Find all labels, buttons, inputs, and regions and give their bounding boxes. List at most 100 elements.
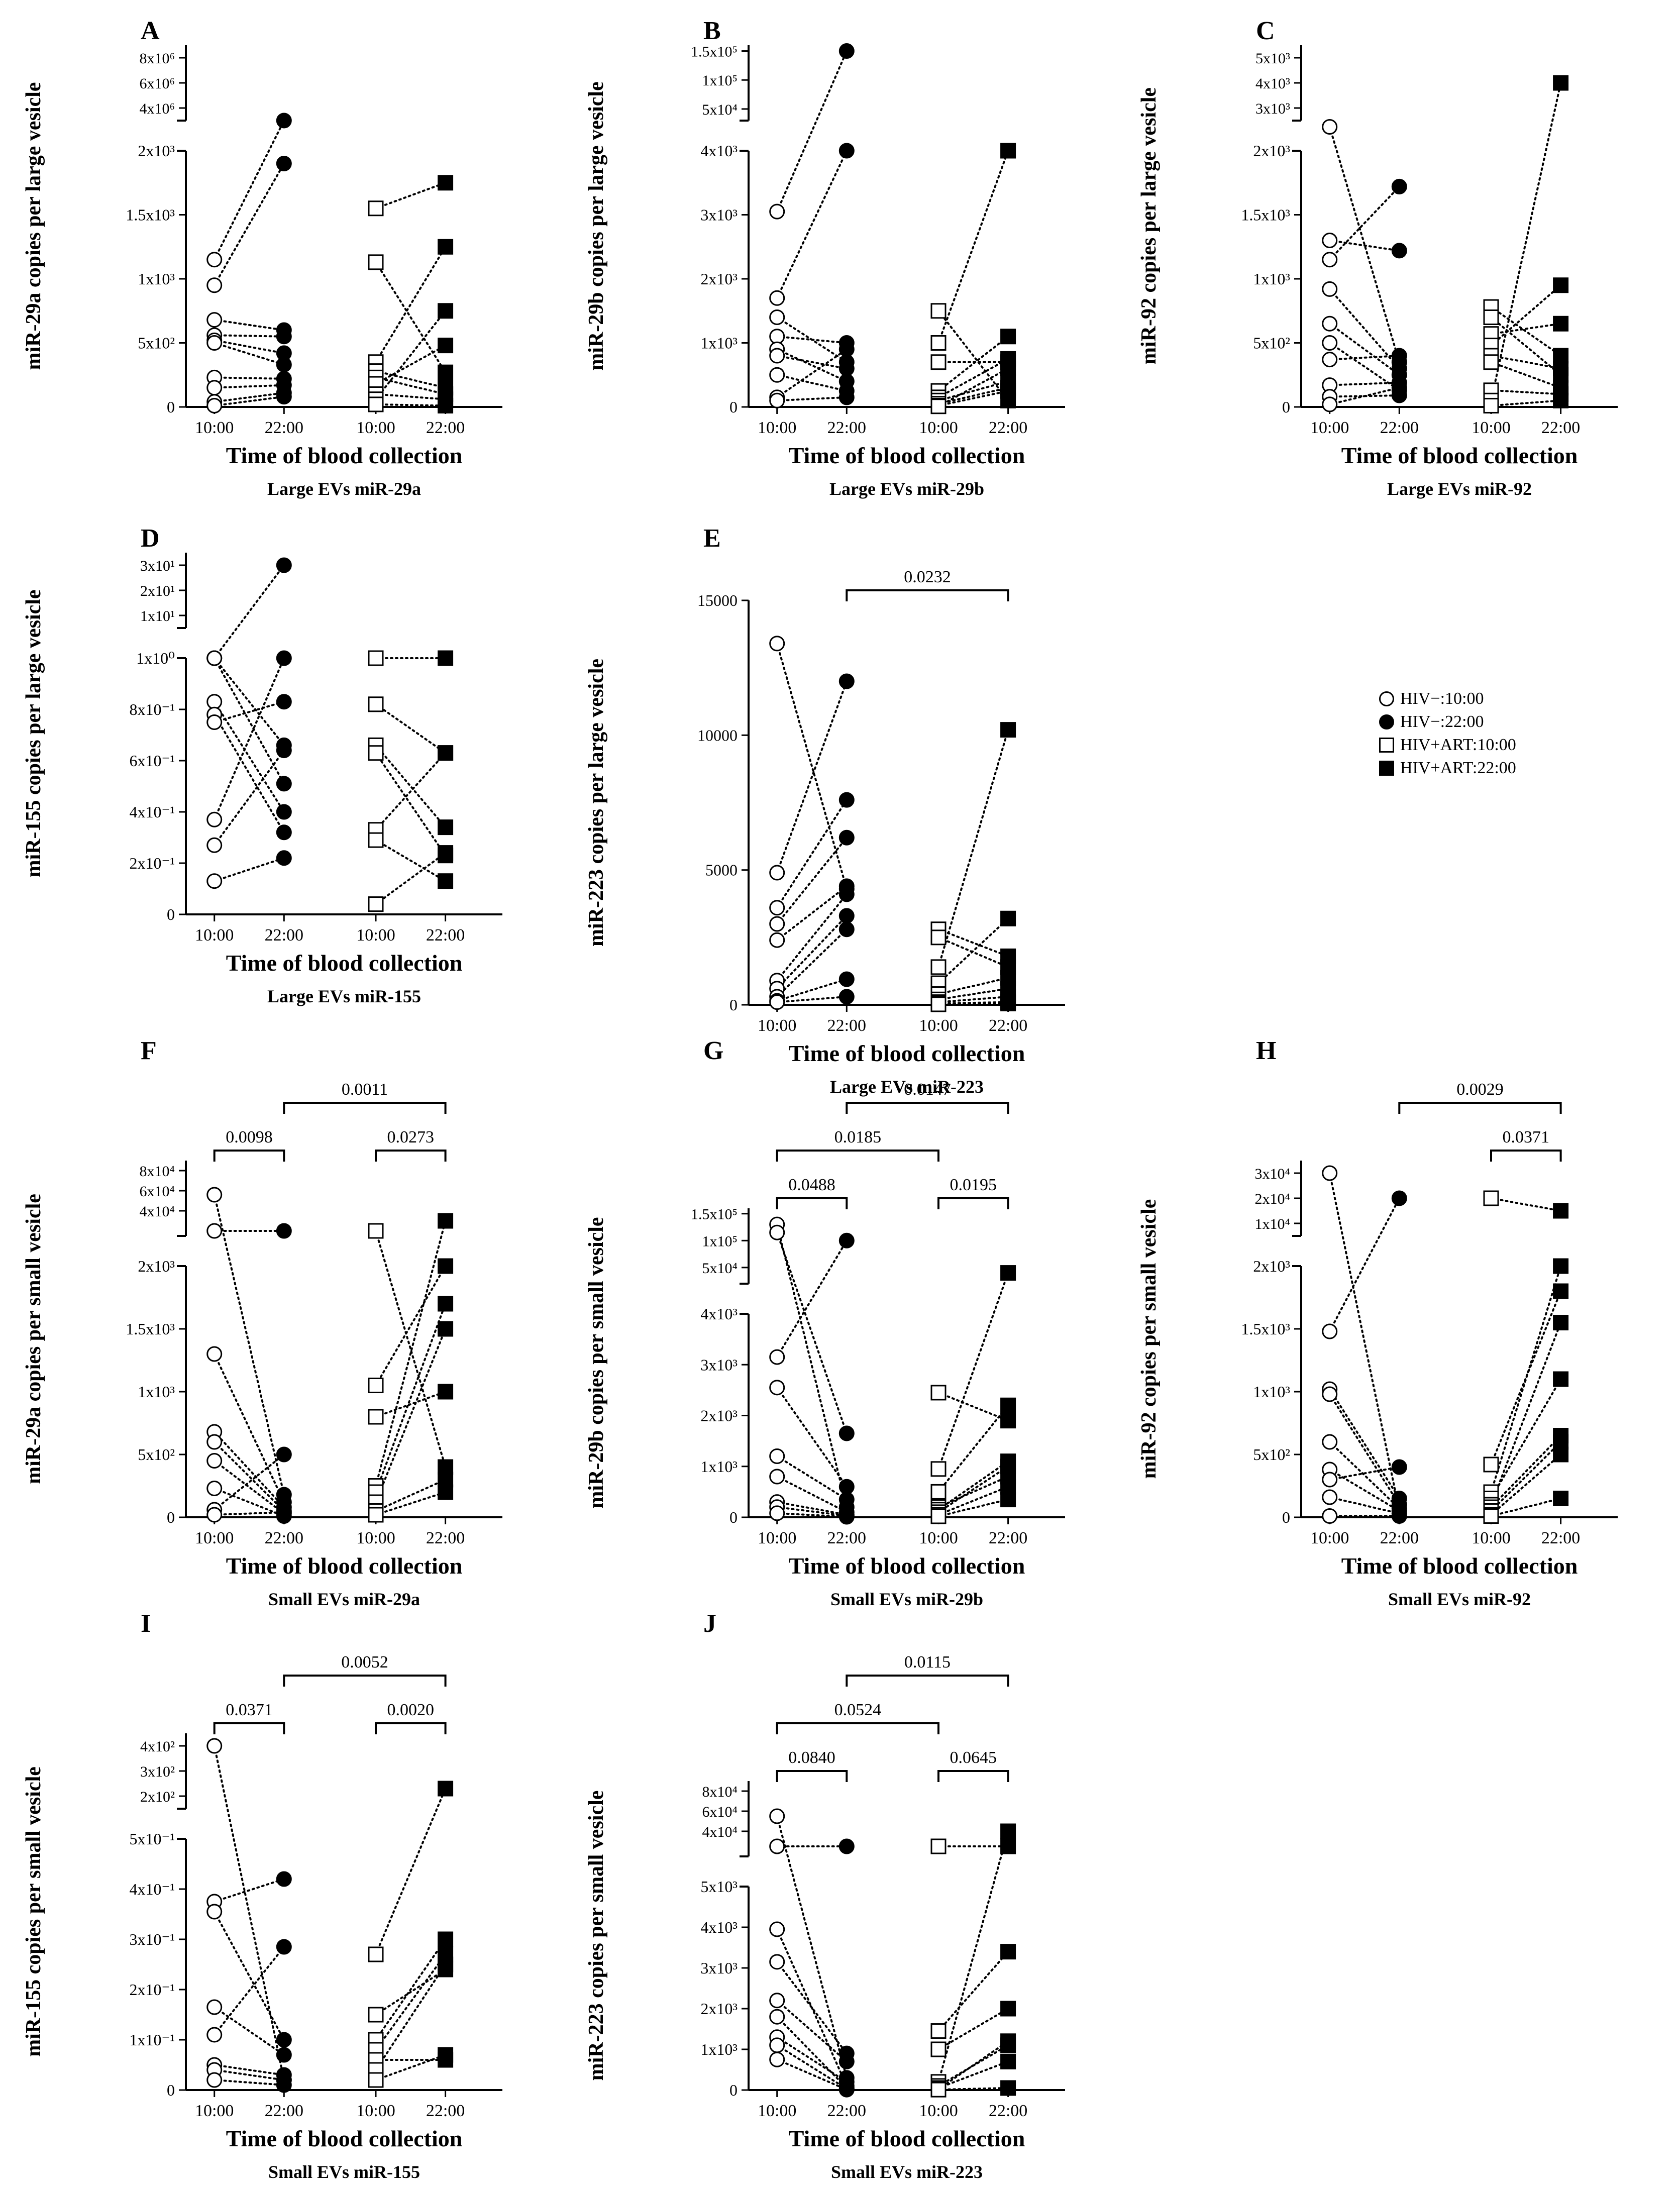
chart-panel: G 0 1x10³ 2x10³ 3x10³ 4x10³ 5x10⁴ 1x10⁵ 1.5x10⁵ 1…	[585, 1036, 1065, 1609]
open-circle-point	[769, 329, 785, 345]
paired-line	[1328, 1172, 1401, 1512]
open-square-point	[930, 1461, 947, 1477]
panel-letter: B	[703, 17, 721, 45]
panel-letter: F	[141, 1036, 157, 1065]
filled-circle-point	[838, 908, 855, 924]
filled-circle-point	[276, 1939, 292, 1955]
x-tick-label: 22:00	[827, 1529, 866, 1547]
x-axis-title: Time of blood collection	[789, 1040, 1025, 1066]
paired-line	[1328, 239, 1401, 252]
filled-circle-point	[838, 1232, 855, 1248]
significance-bracket	[776, 1150, 939, 1162]
y-upper-tick-label: 1x10⁴	[1255, 1216, 1290, 1232]
filled-circle-point	[838, 673, 855, 689]
filled-square-point	[1000, 1459, 1016, 1475]
y-upper-tick-label: 5x10⁴	[702, 1260, 738, 1277]
filled-circle-point	[276, 557, 292, 573]
filled-circle-point	[1391, 1508, 1407, 1524]
x-tick-label: 22:00	[989, 1016, 1027, 1035]
open-circle-point	[769, 2051, 785, 2067]
y-tick-label: 5x10²	[138, 1445, 175, 1464]
filled-circle-point	[838, 1479, 855, 1495]
y-tick-label: 4x10⁻¹	[130, 803, 175, 821]
paired-line	[213, 564, 285, 659]
paired-line	[776, 374, 848, 392]
open-square-point	[930, 2023, 947, 2039]
significance-bracket	[1398, 1102, 1562, 1114]
y-upper-tick-label: 4x10³	[1255, 75, 1290, 92]
paired-line	[213, 1441, 285, 1512]
filled-square-point	[438, 1472, 454, 1488]
open-circle-point	[769, 1505, 785, 1521]
y-tick-label: 2x10⁻¹	[130, 854, 175, 872]
open-circle-point	[1322, 233, 1338, 248]
x-tick-label: 10:00	[195, 419, 234, 437]
p-value-label: 0.0115	[904, 1653, 951, 1672]
paired-line	[375, 2054, 447, 2081]
x-tick-label: 10:00	[919, 419, 958, 437]
filled-square-point	[438, 2047, 454, 2063]
paired-line	[937, 917, 1009, 985]
filled-square-point	[438, 175, 454, 191]
y-upper-tick-label: 3x10¹	[140, 558, 175, 574]
significance-bracket	[846, 1102, 1009, 1114]
paired-line	[776, 50, 848, 213]
y-axis-title: miR-29b copies per large vesicle	[585, 81, 608, 370]
open-square-point	[368, 1223, 384, 1239]
y-tick-label: 4x10³	[700, 1305, 738, 1323]
filled-circle-point	[838, 2053, 855, 2069]
x-tick-label: 22:00	[265, 419, 303, 437]
y-upper-tick-label: 3x10⁴	[1255, 1166, 1290, 1182]
open-circle-point	[769, 1349, 785, 1365]
open-square-point	[930, 1484, 947, 1500]
filled-circle-point	[838, 341, 855, 357]
x-axis-title: Time of blood collection	[789, 1553, 1025, 1579]
filled-square-point	[1553, 75, 1569, 91]
filled-square-point	[1000, 383, 1016, 399]
significance-bracket	[283, 1675, 447, 1687]
y-axis-title: miR-92 copies per small vesicle	[1137, 1199, 1161, 1479]
filled-circle-point	[838, 389, 855, 405]
x-tick-label: 10:00	[356, 1529, 395, 1547]
paired-line	[213, 857, 285, 882]
panel-subtitle: Small EVs miR-29b	[830, 1589, 983, 1609]
filled-square-point	[1000, 2033, 1016, 2049]
paired-line	[375, 1328, 447, 1503]
paired-line	[1490, 1497, 1562, 1517]
significance-bracket	[213, 1150, 285, 1162]
paired-line	[213, 1453, 285, 1511]
y-tick-label: 2x10³	[1253, 1257, 1290, 1275]
chart-panel: B 0 1x10³ 2x10³ 3x10³ 4x10³ 5x10⁴ 1x10⁵ 1.5x10⁵ 1…	[585, 17, 1065, 499]
filled-circle-point	[276, 743, 292, 759]
open-circle-point	[206, 2027, 223, 2043]
filled-circle-point	[838, 2081, 855, 2098]
filled-square-point	[438, 303, 454, 319]
paired-line	[937, 728, 1009, 968]
x-tick-label: 22:00	[426, 419, 465, 437]
paired-line	[937, 928, 1009, 958]
open-circle-point	[769, 865, 785, 881]
x-tick-label: 22:00	[1541, 419, 1580, 437]
paired-line	[776, 1512, 848, 1518]
significance-bracket	[776, 1197, 848, 1209]
y-upper-tick-label: 4x10²	[140, 1738, 175, 1755]
paired-line	[375, 246, 447, 363]
y-tick-label: 1.5x10³	[1241, 206, 1290, 224]
paired-line	[375, 393, 447, 400]
x-tick-label: 22:00	[426, 1529, 465, 1547]
y-tick-label: 0	[729, 996, 738, 1014]
paired-line	[213, 1353, 285, 1503]
open-circle-point	[769, 1808, 785, 1824]
y-axis-title: miR-92 copies per large vesicle	[1137, 87, 1161, 365]
open-square-marker-icon	[1379, 738, 1394, 753]
open-circle-point	[769, 367, 785, 383]
paired-line	[213, 334, 285, 338]
open-circle-point	[769, 932, 785, 948]
filled-square-point	[1000, 1823, 1016, 1839]
panel-letter: D	[141, 524, 160, 553]
paired-line	[1490, 1265, 1562, 1493]
paired-line	[776, 150, 848, 299]
x-tick-label: 10:00	[195, 2102, 234, 2120]
p-value-label: 0.0371	[226, 1701, 273, 1719]
open-circle-point	[1322, 1472, 1338, 1488]
